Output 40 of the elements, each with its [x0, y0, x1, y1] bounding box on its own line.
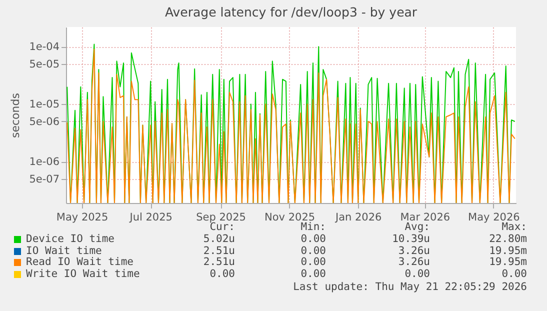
text: Avg:: [404, 221, 430, 233]
text: 19.95m: [489, 244, 527, 257]
legend-label: IO Wait time: [26, 244, 102, 257]
text: 2.51u: [203, 244, 235, 257]
x-tick-label: Jan 2026: [334, 212, 382, 224]
x-tick-label: Sep 2025: [196, 212, 246, 224]
y-tick-label: 5e-06: [29, 116, 60, 128]
text: 0.00: [300, 233, 326, 245]
y-axis-title: seconds: [9, 92, 22, 138]
legend-label: Write IO Wait time: [26, 268, 140, 280]
text: Last update: Thu May 21 22:05:29 2026: [293, 281, 527, 293]
x-tick-label: Nov 2025: [264, 212, 316, 224]
text: 3.26u: [398, 244, 430, 257]
x-tick-label: Jul 2025: [128, 212, 172, 224]
text: 2.51u: [203, 256, 235, 268]
x-tick-label: May 2025: [56, 212, 108, 224]
y-tick-label: 1e-04: [29, 41, 60, 54]
text: 0.00: [300, 244, 326, 257]
legend-label: Read IO Wait time: [26, 256, 134, 268]
text: 5.02u: [203, 233, 235, 245]
y-tick-label: 5e-07: [29, 173, 60, 186]
text: 19.95m: [489, 256, 527, 268]
y-tick-label: 1e-05: [29, 98, 60, 111]
text: Cur:: [210, 221, 235, 233]
y-tick-label: 1e-06: [29, 156, 60, 168]
text: 10.39u: [392, 233, 430, 245]
text: 22.80m: [489, 233, 527, 245]
text: 0.00: [300, 268, 326, 280]
text: 0.00: [502, 268, 527, 280]
text: Max:: [502, 221, 527, 233]
text: 0.00: [404, 268, 430, 280]
y-tick-label: 5e-05: [29, 58, 60, 70]
legend-label: Device IO time: [26, 233, 115, 245]
x-tick-label: May 2026: [468, 212, 520, 224]
text: 0.00: [210, 268, 235, 280]
text: 0.00: [300, 256, 326, 268]
x-tick-label: Mar 2026: [400, 212, 450, 224]
text: 3.26u: [398, 256, 430, 268]
chart-title: Average latency for /dev/loop3 - by year: [164, 4, 418, 20]
text: Min:: [300, 221, 326, 233]
